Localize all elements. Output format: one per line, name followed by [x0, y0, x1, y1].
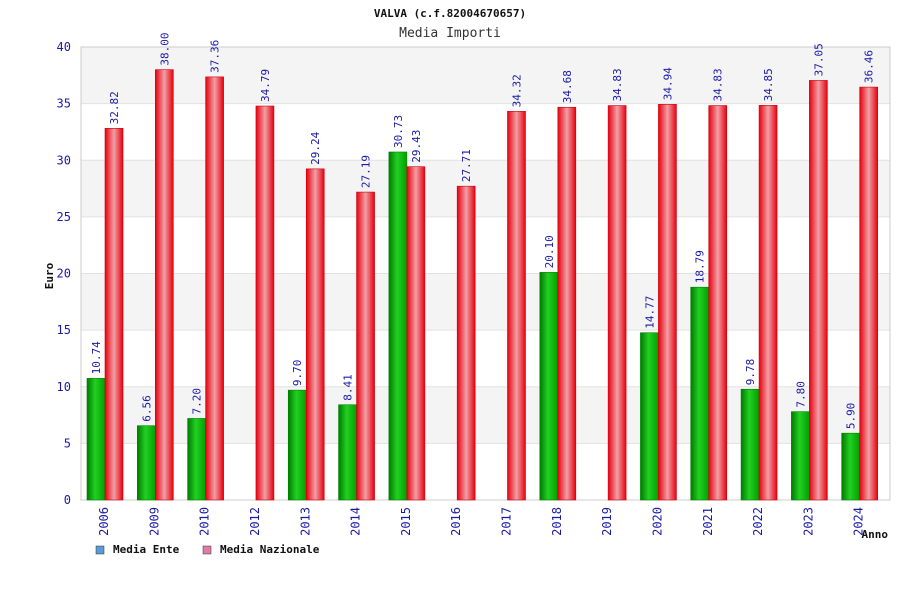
- y-tick-label: 25: [57, 210, 71, 224]
- bar-media-ente: [86, 378, 106, 501]
- bar-media-nazionale: [205, 76, 224, 501]
- bar-media-nazionale: [658, 104, 677, 501]
- bar-media-nazionale: [406, 166, 426, 501]
- bar-media-nazionale: [305, 168, 325, 501]
- y-tick-label: 40: [57, 40, 71, 54]
- data-label: 10.74: [90, 341, 103, 374]
- plot-border: [80, 46, 891, 501]
- x-tick-label: 2013: [298, 507, 312, 536]
- x-axis-ticks: 2006 2009 2010 2012 2013 2014 2015 2016 2017 2018…: [97, 507, 866, 536]
- data-label: 18.79: [694, 250, 707, 283]
- bar-media-nazionale: [607, 105, 627, 501]
- bar-media-nazionale: [557, 106, 577, 501]
- data-label: 29.43: [410, 130, 423, 163]
- bar-media-ente: [137, 425, 156, 501]
- data-label: 34.83: [611, 68, 624, 101]
- data-labels: 10.74 32.82 6.56 38.00 7.20 37.36 34.79 9.70 29.…: [90, 33, 876, 430]
- data-label: 36.46: [863, 50, 876, 83]
- bar-media-nazionale: [507, 111, 526, 501]
- y-tick-label: 15: [57, 323, 71, 337]
- x-tick-label: 2015: [399, 507, 413, 536]
- data-label: 7.80: [794, 381, 807, 408]
- bar-media-nazionale: [859, 86, 878, 501]
- data-label: 32.82: [108, 91, 121, 124]
- x-tick-label: 2017: [500, 507, 514, 536]
- chart-subtitle: Media Importi: [399, 26, 501, 41]
- data-label: 34.79: [259, 69, 272, 102]
- data-label: 5.90: [845, 403, 858, 430]
- x-tick-label: 2020: [650, 507, 664, 536]
- x-axis-label: Anno: [862, 528, 889, 541]
- chart-title: VALVA (c.f.82004670657): [374, 7, 526, 20]
- legend: Media Ente Media Nazionale: [95, 543, 320, 556]
- y-tick-label: 30: [57, 153, 71, 167]
- x-tick-label: 2023: [801, 507, 815, 536]
- data-label: 29.24: [309, 131, 322, 164]
- data-label: 6.56: [140, 395, 153, 422]
- data-label: 37.05: [812, 43, 825, 76]
- y-tick-label: 35: [57, 97, 71, 111]
- y-tick-label: 20: [57, 267, 71, 281]
- data-label: 34.83: [712, 68, 725, 101]
- x-tick-label: 2012: [248, 507, 262, 536]
- data-label: 20.10: [543, 235, 556, 268]
- y-axis-ticks: 0 5 10 15 20 25 30 35 40: [57, 40, 71, 507]
- bar-media-nazionale: [708, 105, 728, 501]
- data-label: 9.70: [291, 360, 304, 387]
- x-tick-label: 2022: [751, 507, 765, 536]
- data-label: 37.36: [209, 40, 222, 73]
- bar-media-nazionale: [758, 105, 778, 501]
- data-label: 30.73: [392, 115, 405, 148]
- x-tick-label: 2021: [701, 507, 715, 536]
- bar-media-nazionale: [104, 128, 124, 501]
- bar-media-ente: [841, 432, 860, 501]
- bar-media-ente: [338, 404, 357, 501]
- data-label: 34.68: [561, 70, 574, 103]
- data-label: 34.32: [511, 74, 524, 107]
- bar-media-ente: [388, 151, 408, 501]
- data-label: 27.71: [460, 149, 473, 182]
- bar-media-ente: [690, 286, 710, 501]
- data-label: 9.78: [744, 359, 757, 386]
- x-tick-label: 2018: [550, 507, 564, 536]
- bar-media-ente: [287, 389, 307, 501]
- bar-media-ente: [640, 332, 659, 501]
- bar-media-ente: [539, 272, 559, 501]
- bar-media-ente: [187, 418, 206, 501]
- legend-label-media-ente: Media Ente: [113, 543, 180, 556]
- data-label: 7.20: [191, 388, 204, 415]
- bar-media-nazionale: [356, 191, 375, 501]
- data-label: 14.77: [643, 296, 656, 329]
- bar-media-ente: [791, 411, 810, 501]
- data-label: 38.00: [158, 33, 171, 66]
- bar-media-nazionale: [255, 105, 275, 501]
- data-label: 27.19: [360, 155, 373, 188]
- legend-swatch-media-nazionale: [202, 545, 212, 555]
- x-tick-label: 2019: [600, 507, 614, 536]
- bar-media-ente: [740, 388, 760, 501]
- y-axis-label: Euro: [43, 262, 56, 289]
- data-label: 8.41: [342, 374, 355, 401]
- y-tick-label: 0: [64, 493, 71, 507]
- x-tick-label: 2024: [852, 507, 866, 536]
- y-tick-label: 5: [64, 436, 71, 450]
- data-label: 34.94: [661, 67, 674, 100]
- x-tick-label: 2010: [198, 507, 212, 536]
- x-tick-label: 2009: [147, 507, 161, 536]
- y-tick-label: 10: [57, 380, 71, 394]
- bar-media-nazionale: [155, 69, 174, 501]
- legend-label-media-nazionale: Media Nazionale: [220, 543, 320, 556]
- bars: [86, 69, 878, 501]
- bar-media-nazionale: [456, 185, 476, 501]
- legend-swatch-media-ente: [95, 545, 105, 555]
- x-tick-label: 2014: [349, 507, 363, 536]
- x-tick-label: 2006: [97, 507, 111, 536]
- data-label: 34.85: [762, 68, 775, 101]
- x-tick-label: 2016: [449, 507, 463, 536]
- bar-media-nazionale: [809, 80, 828, 501]
